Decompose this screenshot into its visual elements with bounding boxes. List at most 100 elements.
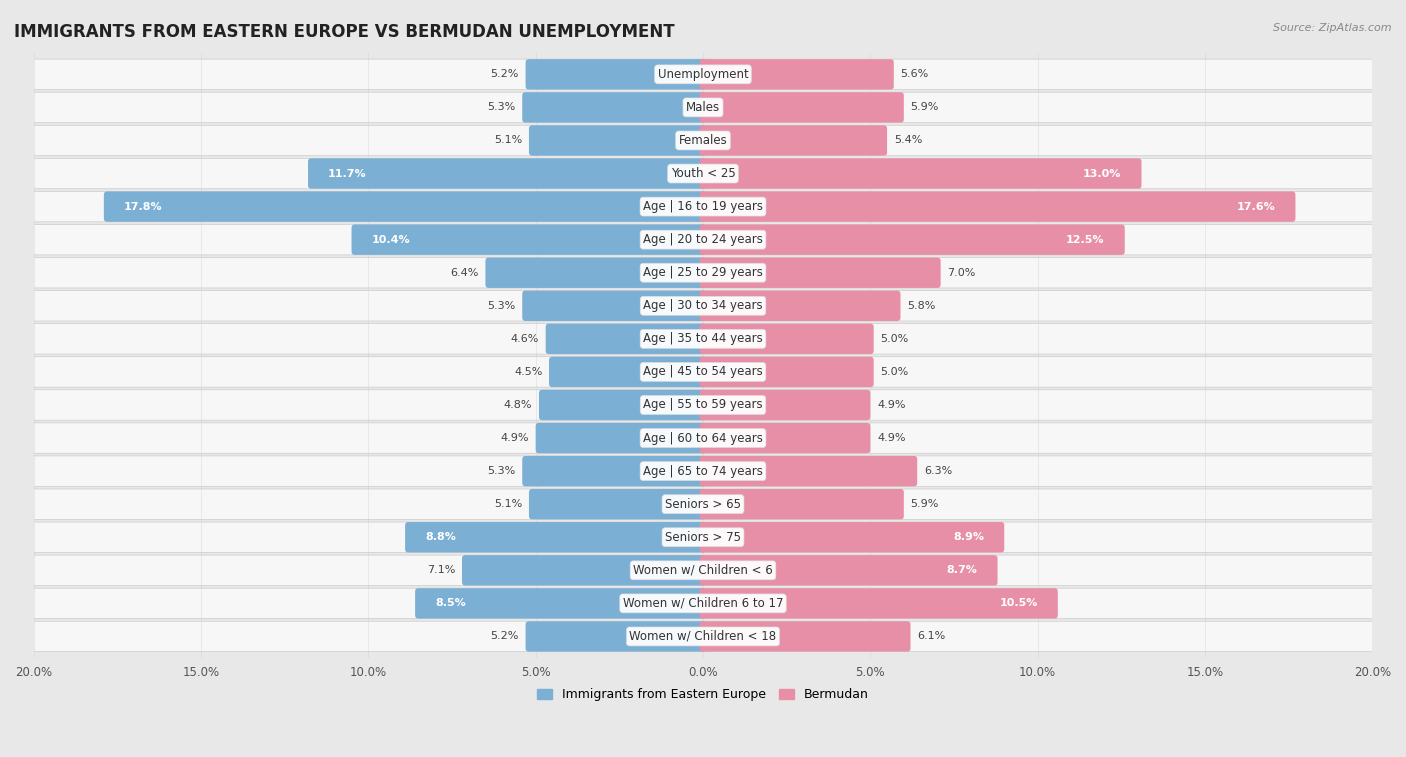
Text: 5.3%: 5.3% [488, 466, 516, 476]
Text: Unemployment: Unemployment [658, 68, 748, 81]
Text: Age | 60 to 64 years: Age | 60 to 64 years [643, 431, 763, 444]
Text: 5.2%: 5.2% [491, 70, 519, 79]
FancyBboxPatch shape [700, 357, 873, 387]
Text: 7.0%: 7.0% [948, 268, 976, 278]
FancyBboxPatch shape [34, 257, 1372, 288]
FancyBboxPatch shape [415, 588, 706, 618]
Text: 5.6%: 5.6% [900, 70, 929, 79]
FancyBboxPatch shape [536, 423, 706, 453]
Text: 6.1%: 6.1% [917, 631, 945, 641]
FancyBboxPatch shape [34, 125, 1372, 156]
FancyBboxPatch shape [34, 192, 1372, 222]
Text: 6.3%: 6.3% [924, 466, 952, 476]
Text: Males: Males [686, 101, 720, 114]
Text: 4.8%: 4.8% [503, 400, 533, 410]
Text: 10.5%: 10.5% [1000, 598, 1038, 609]
FancyBboxPatch shape [34, 59, 1372, 89]
FancyBboxPatch shape [34, 588, 1372, 618]
FancyBboxPatch shape [700, 192, 1295, 222]
FancyBboxPatch shape [34, 291, 1372, 321]
FancyBboxPatch shape [104, 192, 706, 222]
Text: 11.7%: 11.7% [328, 169, 367, 179]
Text: 5.1%: 5.1% [494, 136, 522, 145]
Text: 4.9%: 4.9% [501, 433, 529, 443]
Text: Women w/ Children < 6: Women w/ Children < 6 [633, 564, 773, 577]
Text: Age | 35 to 44 years: Age | 35 to 44 years [643, 332, 763, 345]
Text: Age | 25 to 29 years: Age | 25 to 29 years [643, 266, 763, 279]
FancyBboxPatch shape [700, 257, 941, 288]
Text: Age | 16 to 19 years: Age | 16 to 19 years [643, 200, 763, 213]
Text: 5.3%: 5.3% [488, 301, 516, 311]
Text: 6.4%: 6.4% [450, 268, 478, 278]
Text: 4.9%: 4.9% [877, 433, 905, 443]
FancyBboxPatch shape [34, 456, 1372, 486]
Text: 4.9%: 4.9% [877, 400, 905, 410]
FancyBboxPatch shape [34, 225, 1372, 255]
FancyBboxPatch shape [34, 324, 1372, 354]
FancyBboxPatch shape [700, 522, 1004, 553]
FancyBboxPatch shape [700, 621, 911, 652]
Text: 5.3%: 5.3% [488, 102, 516, 112]
FancyBboxPatch shape [522, 92, 706, 123]
Text: 5.9%: 5.9% [911, 102, 939, 112]
Text: 17.6%: 17.6% [1237, 201, 1275, 212]
Text: IMMIGRANTS FROM EASTERN EUROPE VS BERMUDAN UNEMPLOYMENT: IMMIGRANTS FROM EASTERN EUROPE VS BERMUD… [14, 23, 675, 41]
FancyBboxPatch shape [700, 423, 870, 453]
FancyBboxPatch shape [700, 390, 870, 420]
FancyBboxPatch shape [34, 423, 1372, 453]
Text: Age | 30 to 34 years: Age | 30 to 34 years [643, 299, 763, 313]
Text: Seniors > 65: Seniors > 65 [665, 497, 741, 511]
FancyBboxPatch shape [352, 225, 706, 255]
Text: Youth < 25: Youth < 25 [671, 167, 735, 180]
FancyBboxPatch shape [34, 489, 1372, 519]
FancyBboxPatch shape [700, 555, 997, 585]
Text: 5.0%: 5.0% [880, 367, 908, 377]
FancyBboxPatch shape [700, 456, 917, 486]
FancyBboxPatch shape [538, 390, 706, 420]
Legend: Immigrants from Eastern Europe, Bermudan: Immigrants from Eastern Europe, Bermudan [533, 683, 873, 706]
Text: 8.7%: 8.7% [946, 565, 977, 575]
Text: 4.5%: 4.5% [515, 367, 543, 377]
FancyBboxPatch shape [529, 489, 706, 519]
Text: 12.5%: 12.5% [1066, 235, 1105, 245]
FancyBboxPatch shape [463, 555, 706, 585]
FancyBboxPatch shape [700, 92, 904, 123]
FancyBboxPatch shape [700, 59, 894, 89]
FancyBboxPatch shape [405, 522, 706, 553]
Text: 8.9%: 8.9% [953, 532, 984, 542]
Text: Females: Females [679, 134, 727, 147]
FancyBboxPatch shape [700, 158, 1142, 188]
Text: Seniors > 75: Seniors > 75 [665, 531, 741, 544]
FancyBboxPatch shape [522, 456, 706, 486]
Text: 17.8%: 17.8% [124, 201, 163, 212]
FancyBboxPatch shape [700, 489, 904, 519]
FancyBboxPatch shape [34, 621, 1372, 652]
FancyBboxPatch shape [34, 357, 1372, 387]
FancyBboxPatch shape [700, 225, 1125, 255]
Text: 10.4%: 10.4% [371, 235, 411, 245]
FancyBboxPatch shape [34, 555, 1372, 585]
Text: Age | 20 to 24 years: Age | 20 to 24 years [643, 233, 763, 246]
Text: Source: ZipAtlas.com: Source: ZipAtlas.com [1274, 23, 1392, 33]
FancyBboxPatch shape [526, 59, 706, 89]
FancyBboxPatch shape [34, 390, 1372, 420]
Text: 4.6%: 4.6% [510, 334, 538, 344]
Text: Age | 55 to 59 years: Age | 55 to 59 years [643, 398, 763, 412]
FancyBboxPatch shape [529, 125, 706, 156]
Text: 8.8%: 8.8% [425, 532, 456, 542]
Text: 5.9%: 5.9% [911, 499, 939, 509]
FancyBboxPatch shape [522, 291, 706, 321]
Text: 5.2%: 5.2% [491, 631, 519, 641]
Text: 5.8%: 5.8% [907, 301, 935, 311]
Text: 5.0%: 5.0% [880, 334, 908, 344]
FancyBboxPatch shape [526, 621, 706, 652]
Text: 8.5%: 8.5% [436, 598, 465, 609]
Text: 5.1%: 5.1% [494, 499, 522, 509]
Text: Age | 65 to 74 years: Age | 65 to 74 years [643, 465, 763, 478]
Text: Women w/ Children 6 to 17: Women w/ Children 6 to 17 [623, 597, 783, 610]
FancyBboxPatch shape [700, 291, 900, 321]
Text: 13.0%: 13.0% [1083, 169, 1122, 179]
FancyBboxPatch shape [485, 257, 706, 288]
FancyBboxPatch shape [700, 324, 873, 354]
FancyBboxPatch shape [546, 324, 706, 354]
